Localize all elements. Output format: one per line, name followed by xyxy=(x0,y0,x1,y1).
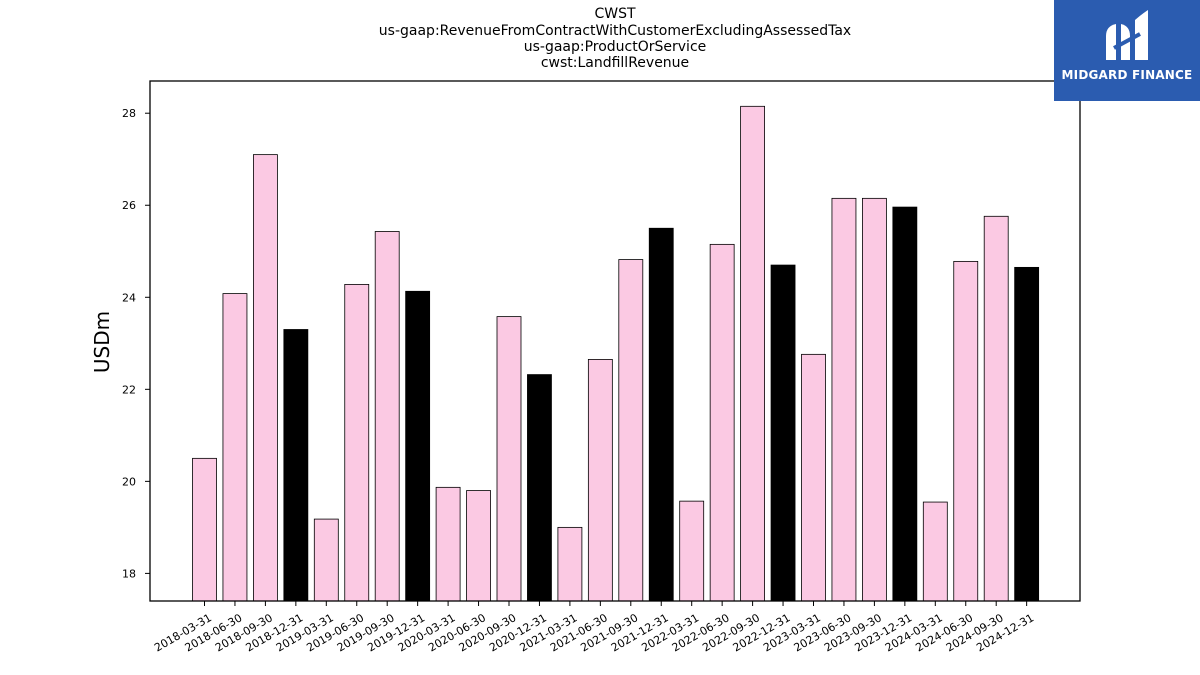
bar-2024-06-30 xyxy=(953,260,979,602)
bar-2019-12-31 xyxy=(405,290,431,602)
bar-2024-09-30 xyxy=(983,215,1009,602)
bar-2019-06-30 xyxy=(344,283,370,602)
plot-frame xyxy=(149,80,1081,602)
y-tick-label-20: 20 xyxy=(122,475,136,488)
y-tick-label-18: 18 xyxy=(122,567,136,580)
y-tick-label-24: 24 xyxy=(122,291,136,304)
bar-2022-06-30 xyxy=(709,243,735,602)
bar-2023-06-30 xyxy=(831,197,857,602)
bar-2019-03-31 xyxy=(313,518,339,602)
y-tick-label-22: 22 xyxy=(122,383,136,396)
bar-2020-06-30 xyxy=(466,490,491,602)
bar-2022-09-30 xyxy=(740,105,765,602)
bar-2024-12-31 xyxy=(1014,266,1040,602)
chart-title-line-4: cwst:LandfillRevenue xyxy=(540,55,690,71)
bar-2018-09-30 xyxy=(252,154,278,602)
bars-group xyxy=(192,105,1040,602)
x-axis: 2018-03-312018-06-302018-09-302018-12-31… xyxy=(152,601,1036,654)
bar-2022-03-31 xyxy=(679,500,705,602)
bar-2023-12-31 xyxy=(892,206,918,602)
bar-2018-12-31 xyxy=(283,329,309,602)
bar-2022-12-31 xyxy=(770,264,796,602)
bar-2018-03-31 xyxy=(192,457,217,602)
bar-2023-03-31 xyxy=(801,353,826,602)
bar-2020-09-30 xyxy=(496,316,522,602)
y-tick-label-28: 28 xyxy=(122,107,136,120)
chart-title-line-2: us-gaap:RevenueFromContractWithCustomerE… xyxy=(378,23,852,39)
chart-title-line-3: us-gaap:ProductOrService xyxy=(523,39,707,55)
y-axis: 18 20 22 24 26 28 xyxy=(122,107,150,580)
logo-text: MIDGARD FINANCE xyxy=(1061,68,1193,82)
bar-2021-09-30 xyxy=(618,259,644,602)
bar-2018-06-30 xyxy=(222,293,248,602)
bar-2021-06-30 xyxy=(587,359,613,602)
bar-2020-12-31 xyxy=(527,374,552,602)
bar-2020-03-31 xyxy=(435,486,461,602)
midgard-finance-logo: MIDGARD FINANCE xyxy=(1054,0,1200,101)
bar-2021-03-31 xyxy=(557,526,583,602)
bar-2023-09-30 xyxy=(862,197,887,602)
logo-mark-icon xyxy=(1106,10,1148,60)
bar-2024-03-31 xyxy=(922,501,948,602)
chart-title-line-1: CWST xyxy=(594,6,636,22)
bar-2019-09-30 xyxy=(374,231,400,602)
bar-2021-12-31 xyxy=(648,227,674,602)
y-tick-label-26: 26 xyxy=(122,199,136,212)
